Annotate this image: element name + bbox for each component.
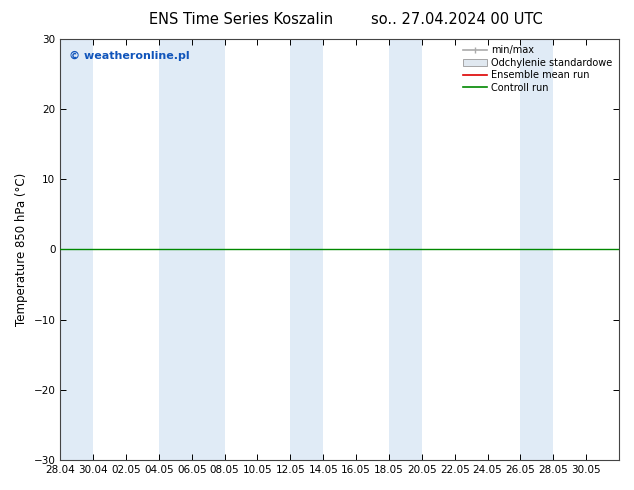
Y-axis label: Temperature 850 hPa (°C): Temperature 850 hPa (°C) — [15, 173, 28, 326]
Text: ENS Time Series Koszalin: ENS Time Series Koszalin — [149, 12, 333, 27]
Text: so.. 27.04.2024 00 UTC: so.. 27.04.2024 00 UTC — [371, 12, 542, 27]
Bar — [60, 39, 93, 460]
Bar — [521, 39, 553, 460]
Legend: min/max, Odchylenie standardowe, Ensemble mean run, Controll run: min/max, Odchylenie standardowe, Ensembl… — [461, 44, 614, 95]
Text: © weatheronline.pl: © weatheronline.pl — [68, 51, 190, 61]
Bar — [389, 39, 422, 460]
Bar — [159, 39, 224, 460]
Bar — [290, 39, 323, 460]
